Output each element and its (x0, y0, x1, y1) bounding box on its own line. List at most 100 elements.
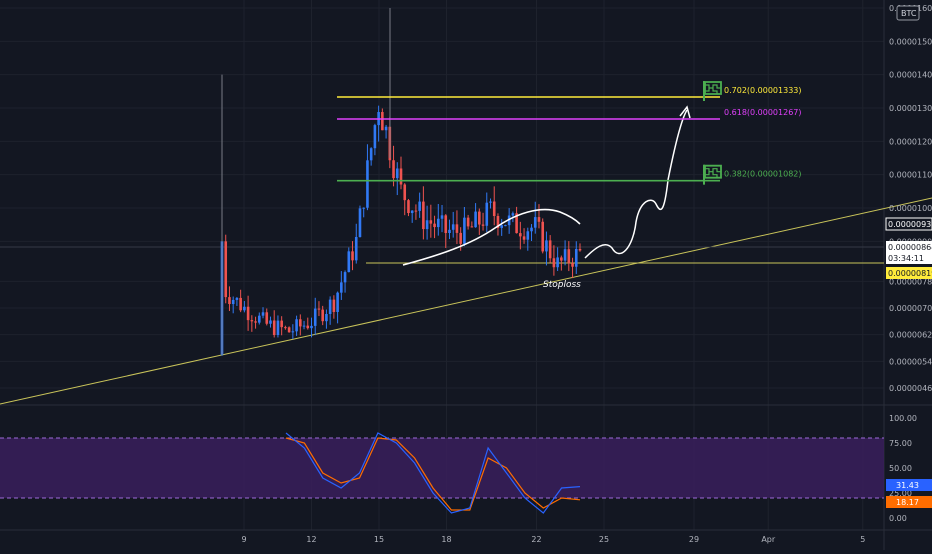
candle-body[interactable] (384, 126, 388, 131)
candle-body[interactable] (354, 237, 358, 261)
fib-levels[interactable]: 0.702(0.00001333) 0.618(0.00001267) 0.382(… (337, 81, 802, 185)
candle-body[interactable] (526, 231, 530, 240)
candle-body[interactable] (399, 168, 403, 185)
candle-body[interactable] (541, 221, 545, 252)
candle-body[interactable] (466, 217, 470, 227)
candle-body[interactable] (246, 306, 250, 321)
candle-body[interactable] (463, 217, 466, 244)
candle-body[interactable] (373, 125, 377, 149)
candle-body[interactable] (269, 320, 272, 324)
candle-body[interactable] (578, 248, 582, 251)
candle-body[interactable] (254, 321, 257, 323)
candle-body[interactable] (280, 320, 283, 328)
candle-body[interactable] (366, 160, 369, 208)
candle-body[interactable] (414, 210, 418, 212)
candle-body[interactable] (436, 218, 440, 228)
candle-body[interactable] (328, 299, 332, 314)
candle-body[interactable] (489, 201, 492, 203)
candle-body[interactable] (410, 210, 414, 214)
candle-body[interactable] (362, 207, 366, 209)
candle-body[interactable] (522, 236, 526, 240)
candle-body[interactable] (295, 319, 298, 332)
candle-body[interactable] (351, 251, 354, 261)
candle-body[interactable] (407, 200, 410, 214)
candle-body[interactable] (313, 308, 317, 326)
candle-body[interactable] (478, 211, 481, 225)
candle-body[interactable] (556, 257, 559, 268)
candle-body[interactable] (485, 202, 489, 226)
currency-badge[interactable] (896, 5, 920, 21)
candle-body[interactable] (530, 227, 533, 232)
candle-body[interactable] (574, 248, 578, 267)
candle-body[interactable] (239, 297, 242, 311)
candle-body[interactable] (299, 319, 302, 327)
candle-body[interactable] (261, 312, 265, 316)
candle-body[interactable] (317, 308, 321, 310)
candle-body[interactable] (433, 223, 436, 228)
candle-body[interactable] (310, 325, 313, 329)
candle-body[interactable] (548, 240, 552, 259)
candle-body[interactable] (306, 325, 310, 329)
candle-body[interactable] (519, 233, 522, 237)
candle-body[interactable] (563, 249, 567, 261)
candle-body[interactable] (455, 224, 459, 233)
candle-body[interactable] (507, 215, 511, 226)
candle-body[interactable] (481, 224, 485, 226)
candle-body[interactable] (343, 272, 347, 283)
candle-body[interactable] (369, 148, 373, 161)
candle-body[interactable] (552, 258, 556, 268)
candle-body[interactable] (347, 251, 351, 273)
candle-body[interactable] (250, 320, 254, 322)
candle-body[interactable] (332, 299, 336, 312)
candle-body[interactable] (336, 292, 339, 312)
candle-body[interactable] (500, 225, 503, 228)
candle-body[interactable] (418, 201, 421, 211)
candle-body[interactable] (276, 320, 280, 336)
candle-body[interactable] (381, 112, 384, 131)
candle-body[interactable] (287, 327, 291, 333)
candle-body[interactable] (504, 225, 507, 227)
candle-body[interactable] (272, 320, 276, 336)
candle-body[interactable] (496, 216, 500, 228)
candle-body[interactable] (231, 299, 235, 305)
candle-body[interactable] (228, 297, 231, 305)
candle-body[interactable] (451, 224, 455, 230)
candle-body[interactable] (392, 160, 395, 179)
candle-body[interactable] (325, 313, 328, 322)
candle-body[interactable] (515, 213, 518, 234)
candle-body[interactable] (358, 208, 362, 238)
candle-body[interactable] (340, 282, 343, 293)
candle-body[interactable] (567, 249, 571, 264)
candle-body[interactable] (470, 226, 474, 228)
candle-body[interactable] (448, 229, 451, 234)
candle-body[interactable] (545, 240, 548, 252)
candle-body[interactable] (492, 201, 496, 217)
candle-body[interactable] (403, 184, 407, 201)
candle-body[interactable] (444, 215, 448, 234)
candle-body[interactable] (571, 263, 574, 267)
candle-body[interactable] (537, 217, 541, 222)
candle-body[interactable] (429, 220, 433, 224)
candle-body[interactable] (422, 201, 425, 230)
price-axis[interactable]: 0.000016000.000015000.000014000.00001300… (885, 4, 932, 523)
candle-body[interactable] (395, 168, 399, 179)
candle-body[interactable] (257, 315, 261, 323)
candle-body[interactable] (321, 309, 324, 322)
candle-body[interactable] (459, 232, 462, 244)
candle-body[interactable] (224, 241, 228, 298)
candle-body[interactable] (440, 215, 444, 219)
candle-body[interactable] (533, 217, 537, 228)
candle-body[interactable] (235, 297, 239, 300)
candle-body[interactable] (425, 220, 429, 230)
candle-body[interactable] (511, 213, 515, 216)
candle-body[interactable] (265, 312, 269, 324)
candle-body[interactable] (474, 211, 477, 228)
candle-body[interactable] (243, 306, 246, 311)
candle-body[interactable] (302, 325, 306, 327)
candles[interactable] (220, 8, 582, 356)
time-axis[interactable]: 9 12 15 18 22 25 29 Apr 5 (241, 535, 865, 544)
candle-body[interactable] (560, 257, 563, 261)
candle-body[interactable] (284, 327, 287, 329)
